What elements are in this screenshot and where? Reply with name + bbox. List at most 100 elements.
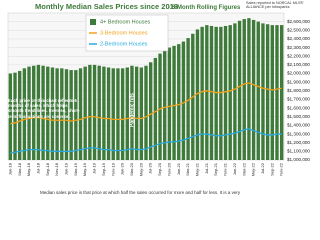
bar	[261, 23, 265, 161]
bar	[177, 44, 181, 161]
y-tick-label: $2,000,000	[287, 71, 310, 76]
x-tick-label: Jan-21	[176, 162, 181, 175]
bar	[32, 65, 36, 160]
x-tick-label: May-18	[26, 162, 31, 176]
chart-title: Monthly Median Sales Prices since 2018	[35, 2, 178, 11]
bar	[18, 70, 22, 160]
x-tick-label: Nov-19	[110, 162, 115, 176]
y-tick-label: $2,200,000	[287, 53, 310, 58]
bar	[130, 65, 134, 160]
x-tick-label: Jul-18	[35, 162, 40, 174]
legend-box	[85, 14, 169, 52]
bar	[139, 67, 144, 160]
bar	[88, 64, 92, 160]
y-tick-label: $1,100,000	[287, 149, 310, 154]
bar	[41, 65, 45, 160]
bar	[83, 66, 87, 160]
x-tick-label: Nov-18	[54, 162, 59, 176]
y-tick-label: $1,400,000	[287, 123, 310, 128]
bar	[219, 26, 223, 160]
line-series	[10, 128, 282, 154]
event-label: Pandemic hits	[129, 93, 135, 127]
bar	[256, 21, 260, 160]
bar	[102, 66, 106, 160]
bar	[111, 68, 115, 160]
y-tick-label: $1,700,000	[287, 97, 310, 102]
bar	[270, 25, 274, 161]
x-tick-label: Sep-18	[45, 162, 50, 176]
x-tick-label: Sep-22	[269, 162, 274, 176]
x-tick-label: Jan-22	[232, 162, 237, 175]
bar	[120, 68, 125, 160]
bar	[97, 65, 101, 160]
source-note-box: Sales reported to NORCAL MLS® ALLIANCE p…	[246, 1, 303, 9]
bar	[74, 70, 78, 160]
annotation-box: Each price on this chart reflects 6 mont…	[8, 98, 80, 119]
x-tick-label: Mar-18	[17, 162, 22, 175]
annotation: Each price on this chart reflects 6 mont…	[8, 98, 80, 119]
bar	[214, 26, 218, 160]
bar	[200, 26, 204, 160]
legend-label: 4+ Bedroom Houses	[100, 19, 151, 25]
bar	[247, 18, 251, 161]
bar	[60, 68, 64, 160]
bar	[106, 67, 111, 160]
bar	[78, 68, 83, 160]
y-tick-label: $1,900,000	[287, 79, 310, 84]
x-tick-label: Sep-21	[213, 162, 218, 176]
chart: Monthly Median Sales Prices since 2018 -…	[7, 1, 311, 195]
bar	[163, 50, 167, 160]
x-tick-label: May-20	[138, 162, 143, 176]
x-tick-label: Jul-20	[148, 162, 153, 174]
x-tick-label: Mar-19	[73, 162, 78, 175]
bar	[46, 66, 50, 160]
bar	[275, 25, 279, 161]
x-tick-label: Mar-21	[185, 162, 190, 175]
bar	[116, 68, 120, 160]
x-tick-label: Jan-20	[120, 162, 125, 175]
chart-subtitle: - 6-Month Rolling Figures	[168, 5, 241, 11]
y-tick-label: $2,300,000	[287, 45, 310, 50]
bar	[55, 68, 59, 160]
bar	[167, 47, 172, 160]
y-tick-label: $1,600,000	[287, 105, 310, 110]
bar	[172, 45, 176, 160]
bar	[8, 73, 13, 160]
y-tick-label: $2,600,000	[287, 19, 310, 24]
y-tick-label: $1,800,000	[287, 88, 310, 93]
bar	[279, 25, 284, 161]
bar	[158, 53, 162, 161]
x-tick-label: Jan-18	[7, 162, 12, 175]
bar	[22, 68, 27, 160]
bar	[205, 25, 209, 161]
legend-label: 2-Bedroom Houses	[100, 41, 148, 47]
bar	[144, 65, 148, 160]
bar	[69, 70, 73, 160]
x-tick-label: Jul-21	[204, 162, 209, 174]
bar	[265, 24, 270, 160]
x-tick-label: May-21	[195, 162, 200, 176]
bar	[36, 64, 41, 160]
y-tick-label: $1,000,000	[287, 157, 310, 162]
bar	[64, 69, 69, 160]
bar	[209, 25, 214, 161]
bar	[233, 23, 237, 161]
x-tick-label: Sep-20	[157, 162, 162, 176]
x-tick-label: Jul-19	[92, 162, 97, 174]
legend-label: 3-Bedroom Houses	[100, 30, 148, 36]
bar	[223, 25, 228, 161]
x-tick-label: Jul-22	[260, 162, 265, 174]
x-tick-label: Mar-22	[241, 162, 246, 175]
bar	[237, 20, 242, 161]
y-tick-label: $1,300,000	[287, 131, 310, 136]
y-tick-label: $1,500,000	[287, 114, 310, 119]
bar	[50, 67, 55, 160]
y-tick-label: $2,100,000	[287, 62, 310, 67]
bar	[186, 38, 190, 160]
x-tick-label: Mar-20	[129, 162, 134, 175]
x-tick-label: Nov-21	[223, 162, 228, 176]
x-tick-label: May-19	[82, 162, 87, 176]
bar	[195, 29, 200, 160]
x-tick-label: Jan-19	[64, 162, 69, 175]
line-series	[10, 82, 282, 125]
